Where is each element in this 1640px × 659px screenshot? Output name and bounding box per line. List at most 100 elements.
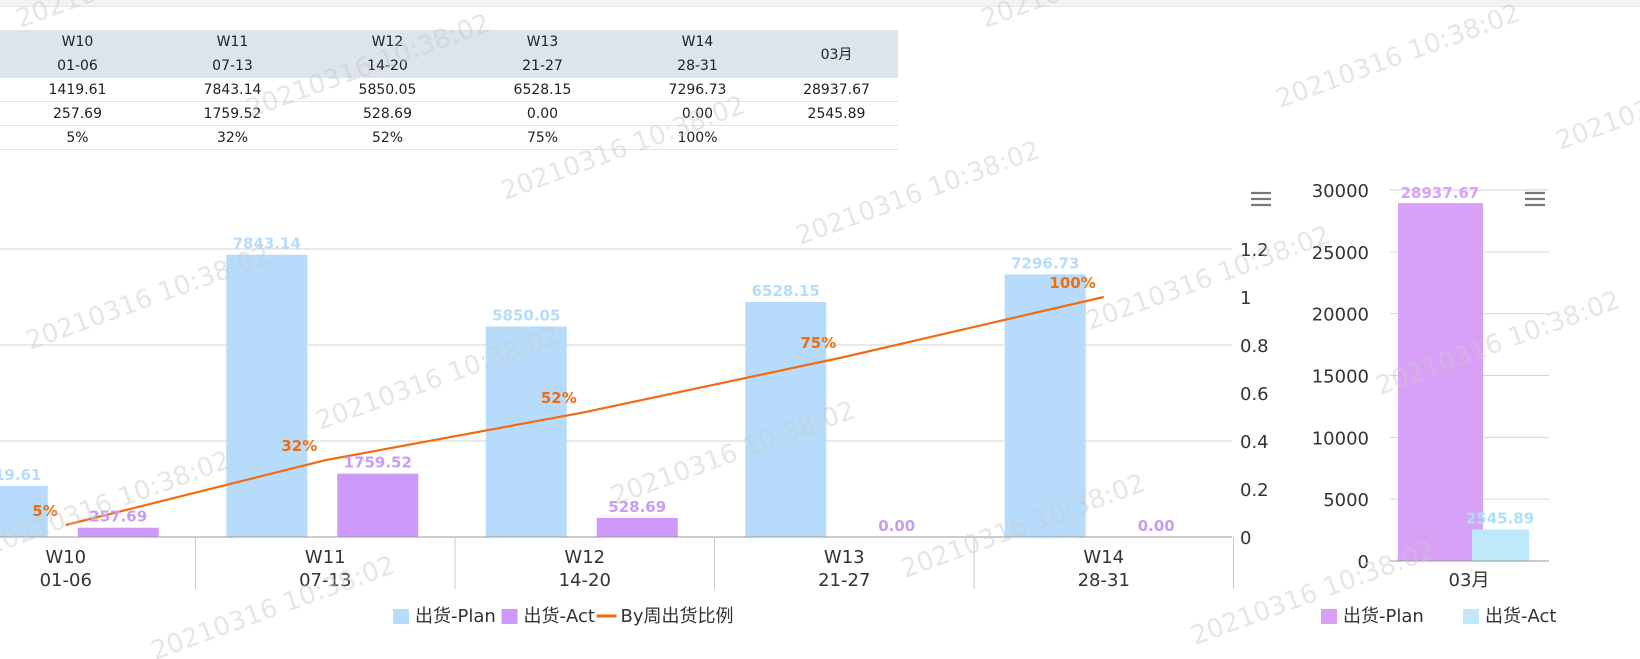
weekly-legend[interactable]: 出货-Plan 出货-Act By周出货比例 — [393, 606, 734, 627]
monthly-bars — [1398, 203, 1529, 561]
table-cell: 0.00 — [465, 101, 620, 126]
legend-item[interactable]: 出货-Plan — [1321, 606, 1424, 627]
plan-bar-label: 1419.61 — [0, 466, 41, 484]
y-tick-label: 20000 — [1312, 305, 1369, 326]
y-tick-label: 25000 — [1312, 243, 1369, 264]
table-cell: 6528.15 — [465, 78, 620, 102]
table-header-range: 14-20 — [310, 54, 465, 78]
x-category-range: 28-31 — [1078, 570, 1130, 591]
act-bar — [596, 517, 678, 537]
table-cell: 75% — [465, 125, 620, 150]
table-row-ratio: 5% 32% 52% 75% 100% — [0, 125, 898, 150]
plan-bar-label: 7843.14 — [233, 235, 301, 253]
table-cell: 7843.14 — [155, 78, 310, 102]
watermark-text: 20210316 10:38:02 — [497, 90, 749, 206]
weekly-bars — [0, 254, 1086, 537]
legend-label: 出货-Plan — [415, 606, 496, 627]
x-category-range: 21-27 — [818, 570, 870, 591]
act-bar-label: 0.00 — [1138, 517, 1175, 535]
act-bar-label: 2545.89 — [1466, 510, 1534, 528]
act-bar-label: 0.00 — [878, 517, 915, 535]
table-header-row-weeks: W10 W11 W12 W13 W14 03月 — [0, 30, 898, 78]
watermark-text: 20210316 10:38:02 — [147, 550, 399, 659]
table-header-range: 01-06 — [0, 54, 155, 78]
weekly-chart: 1419.61 257.69 5% 7843.14 1759.52 32% 5850.05 5… — [0, 188, 1274, 627]
y2-tick-label: 0 — [1240, 528, 1251, 549]
legend-item[interactable]: By周出货比例 — [596, 606, 734, 627]
table-cell: 0.00 — [620, 101, 775, 126]
monthly-chart-menu-icon[interactable] — [1522, 188, 1548, 212]
table-cell: 5850.05 — [310, 78, 465, 102]
table-cell: 1759.52 — [155, 101, 310, 126]
table-header-range: 21-27 — [465, 54, 620, 78]
legend-label: By周出货比例 — [621, 606, 734, 627]
table-row-act: 257.69 1759.52 528.69 0.00 0.00 2545.89 — [0, 101, 898, 126]
y2-tick-label: 0.2 — [1240, 480, 1269, 501]
watermark-text: 20210316 10:38:02 — [792, 135, 1044, 251]
table-header-range: 07-13 — [155, 54, 310, 78]
ratio-point-label: 75% — [800, 334, 836, 352]
act-bar — [337, 473, 419, 537]
table-cell: 52% — [310, 125, 465, 150]
y-tick-label: 0 — [1358, 552, 1369, 573]
table-cell: 100% — [620, 125, 775, 150]
legend-item[interactable]: 出货-Act — [501, 606, 595, 627]
y2-tick-label: 0.6 — [1240, 384, 1269, 405]
watermark-text: 20210316 10:38:02 — [1272, 0, 1524, 115]
table-cell: 5% — [0, 125, 155, 150]
x-category-range: 14-20 — [559, 570, 611, 591]
top-strip — [0, 0, 1640, 6]
y-tick-label: 15000 — [1312, 367, 1369, 388]
y2-tick-label: 1.2 — [1240, 240, 1269, 261]
plan-bar — [485, 326, 567, 537]
weekly-chart-menu-icon[interactable] — [1248, 188, 1274, 212]
ratio-point-label: 32% — [281, 437, 317, 455]
table-cell: 32% — [155, 125, 310, 150]
act-bar — [1472, 529, 1529, 561]
table-cell: 1419.61 — [0, 78, 155, 102]
x-category-range: 01-06 — [40, 570, 92, 591]
weekly-data-labels: 1419.61 257.69 5% 7843.14 1759.52 32% 5850.05 5… — [0, 235, 1175, 535]
monthly-axes: 0 5000 10000 15000 20000 25000 30000 03月 — [1312, 181, 1549, 591]
plan-bar-label: 28937.67 — [1401, 184, 1480, 202]
plan-bar-label: 7296.73 — [1011, 254, 1079, 272]
table-cell: 7296.73 — [620, 78, 775, 102]
legend-label: 出货-Act — [524, 606, 595, 627]
table-header-week: W12 — [310, 30, 465, 54]
legend-swatch — [501, 609, 518, 624]
table-cell: 2545.89 — [775, 101, 898, 126]
plan-bar — [745, 301, 827, 537]
legend-swatch — [1321, 609, 1337, 624]
x-category-range: 07-13 — [299, 570, 351, 591]
x-category-week: W13 — [824, 547, 865, 568]
ratio-point-label: 52% — [541, 389, 577, 407]
legend-swatch — [1463, 609, 1479, 624]
table-header-week: W13 — [465, 30, 620, 54]
plan-bar — [1398, 203, 1483, 561]
x-category-week: W10 — [45, 547, 86, 568]
legend-item[interactable]: 出货-Act — [1463, 606, 1556, 627]
x-category-week: W12 — [564, 547, 605, 568]
plan-bar-label: 6528.15 — [752, 282, 820, 300]
watermark-text: 20210316 10:38:02 — [977, 0, 1229, 35]
y-tick-label: 30000 — [1312, 181, 1369, 202]
top-divider — [0, 6, 1640, 7]
weekly-ratio-line-group — [65, 295, 1104, 527]
table-header-range: 28-31 — [620, 54, 775, 78]
y-tick-label: 5000 — [1323, 490, 1369, 511]
table-cell — [775, 125, 898, 150]
watermark-text: 20210316 10:38:02 — [1187, 535, 1439, 651]
legend-swatch — [393, 609, 409, 624]
plan-bar — [226, 254, 308, 537]
legend-item[interactable]: 出货-Plan — [393, 606, 496, 627]
table-cell: 28937.67 — [775, 78, 898, 102]
monthly-legend[interactable]: 出货-Plan 出货-Act — [1321, 606, 1556, 627]
ratio-line — [65, 295, 1104, 527]
x-category-week: W14 — [1083, 547, 1124, 568]
y2-tick-label: 0.8 — [1240, 336, 1269, 357]
monthly-chart: 28937.67 2545.89 0 5000 10000 15000 20000 2500… — [1312, 181, 1557, 627]
watermark-text: 20210316 10:38:02 — [1082, 220, 1334, 336]
x-category-week: W11 — [305, 547, 346, 568]
